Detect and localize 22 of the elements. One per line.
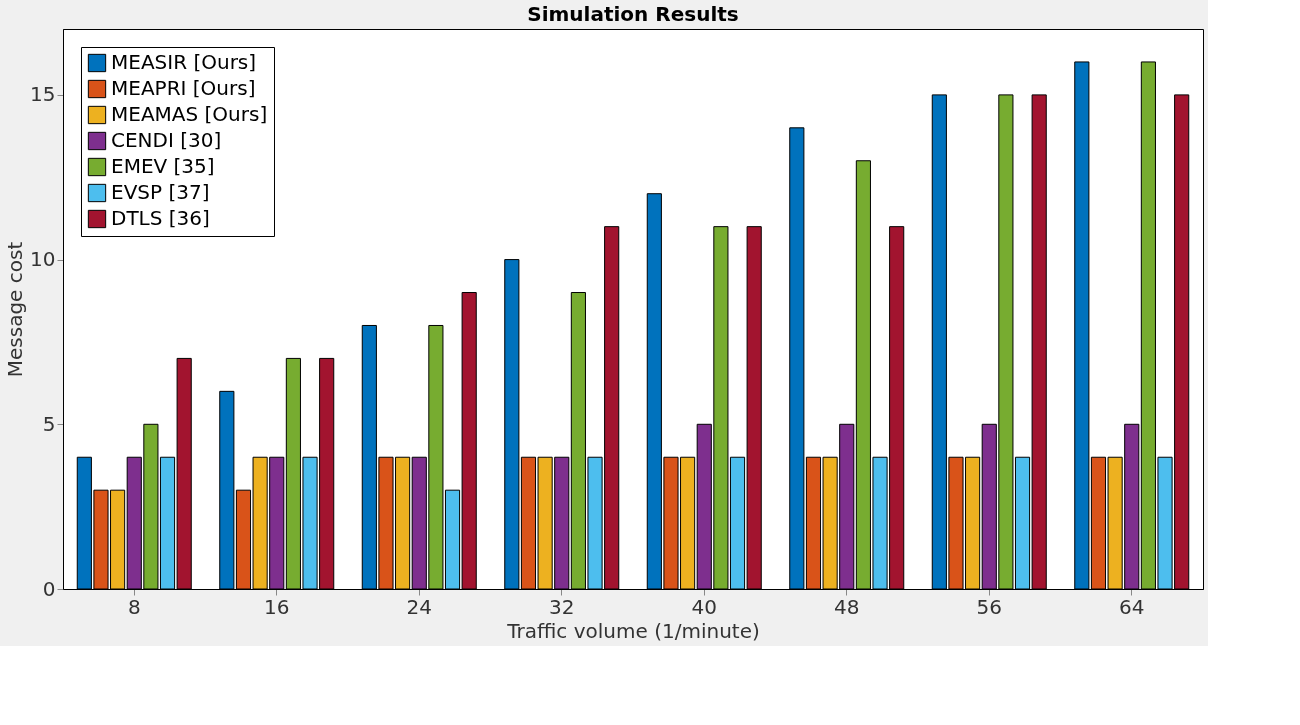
legend-label: EMEV [35] xyxy=(111,154,215,178)
x-tick-label: 56 xyxy=(976,594,1002,619)
y-axis-title: Message cost xyxy=(3,241,28,378)
x-tick-label: 40 xyxy=(691,594,717,619)
x-tick-label: 8 xyxy=(127,594,141,619)
y-tick-label: 15 xyxy=(30,82,56,107)
x-tick-label: 16 xyxy=(264,594,290,619)
y-tick-label: 0 xyxy=(42,576,56,601)
y-tick-label: 10 xyxy=(30,247,56,272)
chart-title: Simulation Results xyxy=(527,2,739,26)
x-tick-label: 64 xyxy=(1119,594,1145,619)
x-tick-label: 32 xyxy=(549,594,575,619)
legend-label: MEAMAS [Ours] xyxy=(111,102,268,126)
legend-label: EVSP [37] xyxy=(111,180,210,204)
x-tick-label: 48 xyxy=(834,594,860,619)
y-tick-label: 5 xyxy=(42,411,56,436)
legend-label: CENDI [30] xyxy=(111,128,222,152)
x-axis-title: Traffic volume (1/minute) xyxy=(506,618,760,643)
x-tick-label: 24 xyxy=(406,594,432,619)
legend-label: MEASIR [Ours] xyxy=(111,50,257,74)
legend-label: DTLS [36] xyxy=(111,206,210,230)
legend-label: MEAPRI [Ours] xyxy=(111,76,256,100)
